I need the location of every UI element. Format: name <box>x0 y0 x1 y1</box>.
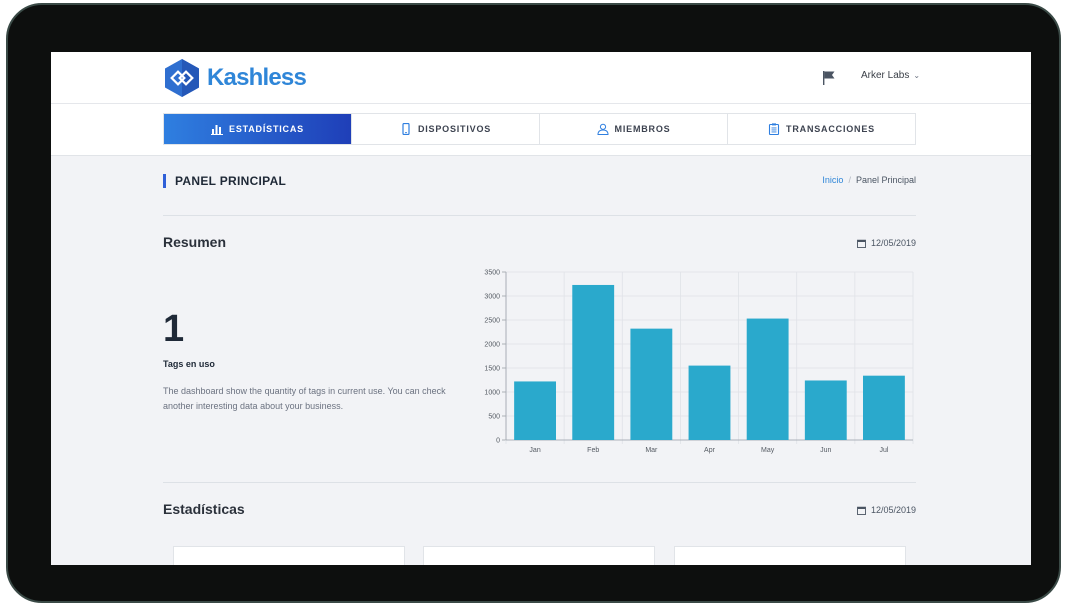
breadcrumb-home-link[interactable]: Inicio <box>822 175 844 185</box>
tab-label: MIEMBROS <box>614 124 671 134</box>
stat-card <box>674 546 906 565</box>
main-nav: ESTADÍSTICAS DISPOSITIVOS MIEMBROS <box>51 104 1031 156</box>
stat-card <box>423 546 655 565</box>
bar <box>688 365 731 440</box>
section-title-estadisticas: Estadísticas <box>163 501 245 517</box>
y-tick-label: 1500 <box>484 366 500 373</box>
nav-tabs: ESTADÍSTICAS DISPOSITIVOS MIEMBROS <box>163 113 916 145</box>
logo-icon <box>165 59 199 97</box>
account-name: Arker Labs <box>861 70 910 81</box>
chevron-down-icon: ⌄ <box>913 71 921 80</box>
bar <box>514 381 557 440</box>
brand-logo[interactable]: Kashless <box>163 58 307 98</box>
y-tick-label: 500 <box>488 414 500 421</box>
tags-label: Tags en uso <box>163 359 215 369</box>
bar <box>862 375 905 440</box>
y-tick-label: 3000 <box>484 294 500 301</box>
tags-count: 1 <box>163 308 185 350</box>
resumen-date: 12/05/2019 <box>857 238 916 248</box>
date-text: 12/05/2019 <box>870 505 916 515</box>
user-icon <box>597 123 609 135</box>
tablet-frame: Kashless Arker Labs ⌄ <box>6 3 1061 603</box>
breadcrumb-separator: / <box>848 175 851 185</box>
app-screen: Kashless Arker Labs ⌄ <box>51 52 1031 565</box>
bar <box>804 380 847 440</box>
x-tick-label: Apr <box>704 447 716 454</box>
tab-transacciones[interactable]: TRANSACCIONES <box>728 114 915 144</box>
bar-chart: 0 500 1000 1500 2000 2500 3000 3500 Jan Feb Mar Apr… <box>484 270 914 454</box>
stat-card <box>173 546 405 565</box>
x-tick-label: Feb <box>587 447 599 454</box>
tab-label: TRANSACCIONES <box>786 124 875 134</box>
tab-label: DISPOSITIVOS <box>417 124 492 134</box>
tab-label: ESTADÍSTICAS <box>229 124 304 134</box>
top-header: Kashless Arker Labs ⌄ <box>51 52 1031 104</box>
estadisticas-date: 12/05/2019 <box>857 505 916 515</box>
y-tick-label: 1000 <box>484 390 500 397</box>
y-tick-label: 2000 <box>484 342 500 349</box>
x-tick-label: Jul <box>879 447 888 454</box>
calendar-icon <box>857 239 866 248</box>
breadcrumb-current: Panel Principal <box>855 175 916 185</box>
phone-icon <box>402 123 410 135</box>
date-text: 12/05/2019 <box>870 238 916 248</box>
section-title-resumen: Resumen <box>163 234 227 250</box>
clipboard-icon <box>768 123 780 135</box>
x-tick-label: May <box>761 447 775 454</box>
tab-estadisticas[interactable]: ESTADÍSTICAS <box>164 114 352 144</box>
y-tick-label: 3500 <box>484 270 500 277</box>
page-header: PANEL PRINCIPAL Inicio / Panel Principal <box>163 174 916 194</box>
bar <box>572 284 615 440</box>
calendar-icon <box>857 506 866 515</box>
bar <box>630 328 673 440</box>
tab-dispositivos[interactable]: DISPOSITIVOS <box>352 114 540 144</box>
brand-name: Kashless <box>207 64 307 91</box>
tab-miembros[interactable]: MIEMBROS <box>540 114 728 144</box>
x-tick-label: Jan <box>529 447 540 454</box>
y-tick-label: 2500 <box>484 318 500 325</box>
bar <box>746 318 789 440</box>
y-tick-label: 0 <box>496 438 500 445</box>
divider <box>163 482 916 483</box>
x-tick-label: Mar <box>645 447 658 454</box>
breadcrumb: Inicio / Panel Principal <box>822 175 916 185</box>
flag-icon[interactable] <box>821 70 837 86</box>
account-menu[interactable]: Arker Labs ⌄ <box>861 70 920 81</box>
bar-chart-icon <box>211 125 224 135</box>
divider <box>163 215 916 216</box>
page-title: PANEL PRINCIPAL <box>163 174 286 188</box>
x-tick-label: Jun <box>820 447 831 454</box>
tags-description: The dashboard show the quantity of tags … <box>163 386 446 411</box>
